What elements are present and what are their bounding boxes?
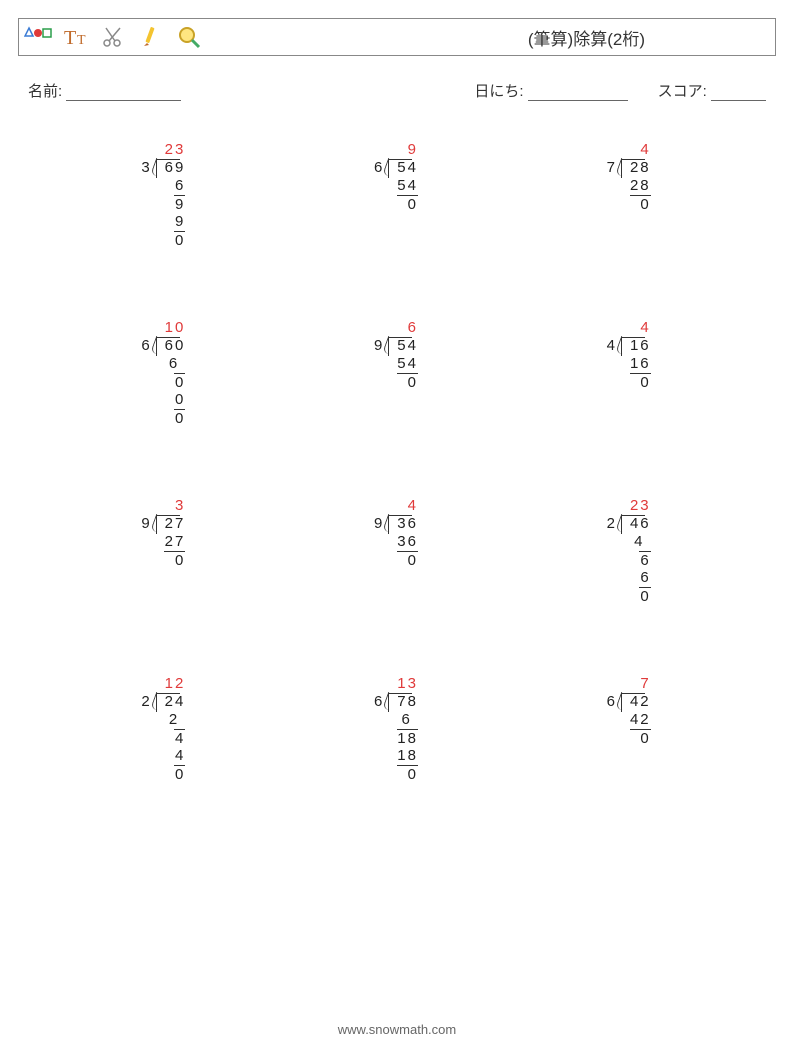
- quotient: 10: [165, 319, 186, 336]
- work-row: 0: [609, 587, 651, 605]
- quotient: 3: [175, 497, 185, 514]
- score-label: スコア:: [658, 83, 707, 100]
- division-problem: 136786 18180: [281, 675, 514, 783]
- divisor: 6: [607, 693, 615, 710]
- quotient: 9: [408, 141, 418, 158]
- work-row: 0: [143, 373, 185, 391]
- svg-text:T: T: [64, 27, 76, 49]
- quotient: 7: [640, 675, 650, 692]
- work-row: 27: [143, 533, 185, 551]
- work-row: 6: [609, 569, 651, 587]
- work-row: 16: [609, 355, 651, 373]
- work-row: 6: [143, 355, 185, 373]
- meta-row: 名前: 日にち: スコア:: [18, 80, 776, 101]
- quotient: 23: [630, 497, 651, 514]
- page-title: (筆算)除算(2桁): [528, 25, 645, 50]
- magnifier-icon[interactable]: [175, 22, 205, 52]
- problems-grid: 23369699096545404728280106606 0006954540…: [18, 141, 776, 783]
- divisor: 3: [141, 159, 149, 176]
- name-blank: [66, 86, 181, 101]
- work-row: 4: [143, 747, 185, 765]
- work-row: 0: [143, 765, 185, 783]
- division-problem: 4728280: [513, 141, 746, 249]
- work-row: 9: [143, 213, 185, 231]
- work-row: 6: [609, 551, 651, 569]
- date-blank: [528, 86, 628, 101]
- divisor: 6: [141, 337, 149, 354]
- work-row: 6: [376, 711, 418, 729]
- work-row: 0: [609, 373, 651, 391]
- division-problem: 106606 000: [48, 319, 281, 427]
- work-row: 0: [376, 195, 418, 213]
- division-problem: 3927270: [48, 497, 281, 605]
- divisor: 2: [141, 693, 149, 710]
- work-row: 4: [143, 729, 185, 747]
- header: T T: [18, 18, 776, 56]
- quotient: 4: [640, 141, 650, 158]
- pencil-icon[interactable]: [137, 22, 167, 52]
- svg-text:T: T: [77, 33, 86, 48]
- score-blank: [711, 86, 766, 101]
- divisor: 6: [374, 159, 382, 176]
- work-row: 2: [143, 711, 185, 729]
- date-label: 日にち:: [474, 83, 523, 100]
- quotient: 12: [165, 675, 186, 692]
- division-problem: 233696990: [48, 141, 281, 249]
- footer-url: www.snowmath.com: [0, 1022, 794, 1037]
- quotient: 13: [397, 675, 418, 692]
- division-problem: 9654540: [281, 141, 514, 249]
- quotient: 4: [640, 319, 650, 336]
- work-row: 0: [143, 551, 185, 569]
- text-icon[interactable]: T T: [61, 22, 91, 52]
- divisor: 9: [141, 515, 149, 532]
- divisor: 9: [374, 337, 382, 354]
- work-row: 9: [143, 195, 185, 213]
- scissors-icon[interactable]: [99, 22, 129, 52]
- division-problem: 4936360: [281, 497, 514, 605]
- work-row: 54: [376, 177, 418, 195]
- divisor: 7: [607, 159, 615, 176]
- division-problem: 122242 440: [48, 675, 281, 783]
- work-row: 0: [143, 231, 185, 249]
- quotient: 23: [165, 141, 186, 158]
- quotient: 4: [408, 497, 418, 514]
- work-row: 54: [376, 355, 418, 373]
- work-row: 0: [609, 195, 651, 213]
- work-row: 42: [609, 711, 651, 729]
- work-row: 0: [609, 729, 651, 747]
- work-row: 18: [376, 747, 418, 765]
- division-problem: 232464 660: [513, 497, 746, 605]
- work-row: 36: [376, 533, 418, 551]
- work-row: 4: [609, 533, 651, 551]
- work-row: 18: [376, 729, 418, 747]
- name-label: 名前:: [28, 83, 62, 100]
- divisor: 9: [374, 515, 382, 532]
- work-row: 0: [143, 391, 185, 409]
- work-row: 0: [376, 373, 418, 391]
- divisor: 2: [607, 515, 615, 532]
- divisor: 4: [607, 337, 615, 354]
- work-row: 6: [143, 177, 185, 195]
- work-row: 0: [376, 765, 418, 783]
- division-problem: 6954540: [281, 319, 514, 427]
- shapes-icon[interactable]: [23, 22, 53, 52]
- work-row: 28: [609, 177, 651, 195]
- quotient: 6: [408, 319, 418, 336]
- division-problem: 7642420: [513, 675, 746, 783]
- divisor: 6: [374, 693, 382, 710]
- work-row: 0: [143, 409, 185, 427]
- toolbar: T T: [23, 22, 205, 52]
- division-problem: 4416160: [513, 319, 746, 427]
- work-row: 0: [376, 551, 418, 569]
